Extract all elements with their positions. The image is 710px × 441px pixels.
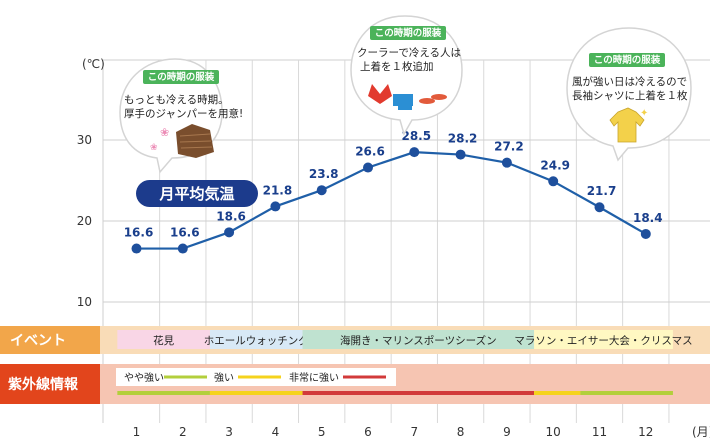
uv-segment xyxy=(302,391,535,395)
uv-legend-label-3: 非常に強い xyxy=(289,371,339,384)
data-label: 28.2 xyxy=(448,132,478,146)
x-tick-label: 8 xyxy=(457,425,465,439)
data-point xyxy=(270,201,281,212)
data-point xyxy=(594,202,605,213)
title-badge-background xyxy=(136,180,258,207)
data-label: 16.6 xyxy=(170,226,200,240)
x-tick-label: 10 xyxy=(546,425,561,439)
jacket-icon: ❀ ❀ xyxy=(150,124,214,158)
data-point xyxy=(548,176,559,187)
data-point xyxy=(177,243,188,254)
event-row-header xyxy=(0,326,100,354)
event-row: イベント 花見 ホエールウォッチング 海開き・マリンスポーツシーズン マラソン・エイサ… xyxy=(0,326,710,354)
uv-segment xyxy=(534,391,581,395)
event-item-1 xyxy=(117,330,210,349)
data-label: 21.8 xyxy=(263,183,293,197)
data-label: 28.5 xyxy=(401,129,431,143)
data-label: 21.7 xyxy=(587,184,617,198)
x-tick-label: 11 xyxy=(592,425,607,439)
y-tick-label: 20 xyxy=(77,214,92,228)
bubble-2-line-2: 上着を１枚追加 xyxy=(360,60,434,73)
uv-segment xyxy=(117,391,210,395)
clothing-bubble-1: この時期の服装 もっとも冷える時期。 厚手のジャンパーを用意! ❀ ❀ xyxy=(119,58,243,174)
uv-segment xyxy=(209,391,303,395)
data-point xyxy=(131,243,142,254)
uv-row: 紫外線情報 やや強い 強い 非常に強い xyxy=(0,364,710,404)
data-label: 18.6 xyxy=(216,209,246,223)
svg-text:❀: ❀ xyxy=(150,143,158,153)
svg-text:✦: ✦ xyxy=(640,108,648,119)
bubble-2-tag-text: この時期の服装 xyxy=(375,27,442,39)
x-tick-label: 2 xyxy=(179,425,187,439)
uv-row-header xyxy=(0,364,100,404)
svg-text:❀: ❀ xyxy=(160,126,169,139)
x-tick-label: 9 xyxy=(503,425,511,439)
event-row-label: イベント xyxy=(10,333,66,349)
bubble-1-line-2: 厚手のジャンパーを用意! xyxy=(124,107,243,120)
y-axis-unit: (℃) xyxy=(82,57,105,71)
chart-title-badge: 月平均気温 xyxy=(136,180,258,207)
event-item-label: 海開き・マリンスポーツシーズン xyxy=(340,334,497,347)
event-item-label: 花見 xyxy=(153,334,174,347)
event-item-label: ホエールウォッチング xyxy=(204,334,309,347)
data-point xyxy=(316,185,327,196)
bubble-1-tag-text: この時期の服装 xyxy=(148,71,215,83)
bubble-2-tag xyxy=(370,26,446,40)
clothing-bubble-3: この時期の服装 風が強い日は冷えるので 長袖シャツに上着を１枚 ✦ xyxy=(566,27,692,162)
event-item-3 xyxy=(302,330,535,349)
x-tick-label: 7 xyxy=(410,425,418,439)
bubble-3-tag-text: この時期の服装 xyxy=(594,54,661,66)
x-tick-label: 1 xyxy=(133,425,141,439)
data-label: 16.6 xyxy=(124,226,154,240)
event-item-2 xyxy=(209,330,303,349)
data-point xyxy=(501,157,512,168)
temperature-line xyxy=(136,151,647,250)
event-item-4 xyxy=(534,330,673,349)
data-point xyxy=(640,228,651,239)
bubble-1-tag xyxy=(143,70,219,84)
x-tick-label: 6 xyxy=(364,425,372,439)
chart-title: 月平均気温 xyxy=(158,185,234,203)
y-tick-label: 10 xyxy=(77,295,92,309)
clothing-bubble-2: この時期の服装 クーラーで冷える人は 上着を１枚追加 xyxy=(350,15,463,136)
data-point xyxy=(409,147,420,158)
data-label: 26.6 xyxy=(355,145,385,159)
bubble-1-line-1: もっとも冷える時期。 xyxy=(124,93,229,106)
data-point xyxy=(455,149,466,160)
bubble-3-tag xyxy=(589,53,665,67)
uv-legend-label-2: 強い xyxy=(214,371,234,384)
uv-row-label: 紫外線情報 xyxy=(8,376,79,393)
uv-segment xyxy=(580,391,673,395)
uv-legend-label-1: やや強い xyxy=(124,371,164,384)
bubble-3-line-2: 長袖シャツに上着を１枚 xyxy=(572,89,688,102)
bubble-3-line-1: 風が強い日は冷えるので xyxy=(572,75,687,88)
bubble-2-line-1: クーラーで冷える人は xyxy=(357,46,461,59)
long-sleeve-shirt-icon: ✦ xyxy=(609,107,648,143)
y-tick-label: 30 xyxy=(77,133,92,147)
data-label: 18.4 xyxy=(633,211,663,225)
x-tick-label: 4 xyxy=(272,425,280,439)
x-axis-unit: (月) xyxy=(692,425,710,439)
bubble-2-shape xyxy=(350,15,463,136)
data-label: 27.2 xyxy=(494,140,524,154)
x-tick-label: 12 xyxy=(638,425,653,439)
x-tick-label: 5 xyxy=(318,425,326,439)
event-item-label: マラソン・エイサー大会・クリスマス xyxy=(514,334,692,347)
data-label: 24.9 xyxy=(540,158,570,172)
x-tick-label: 3 xyxy=(225,425,233,439)
data-point xyxy=(363,162,373,173)
data-label: 23.8 xyxy=(309,167,339,181)
data-point xyxy=(224,227,235,238)
swimwear-icon xyxy=(368,84,447,110)
